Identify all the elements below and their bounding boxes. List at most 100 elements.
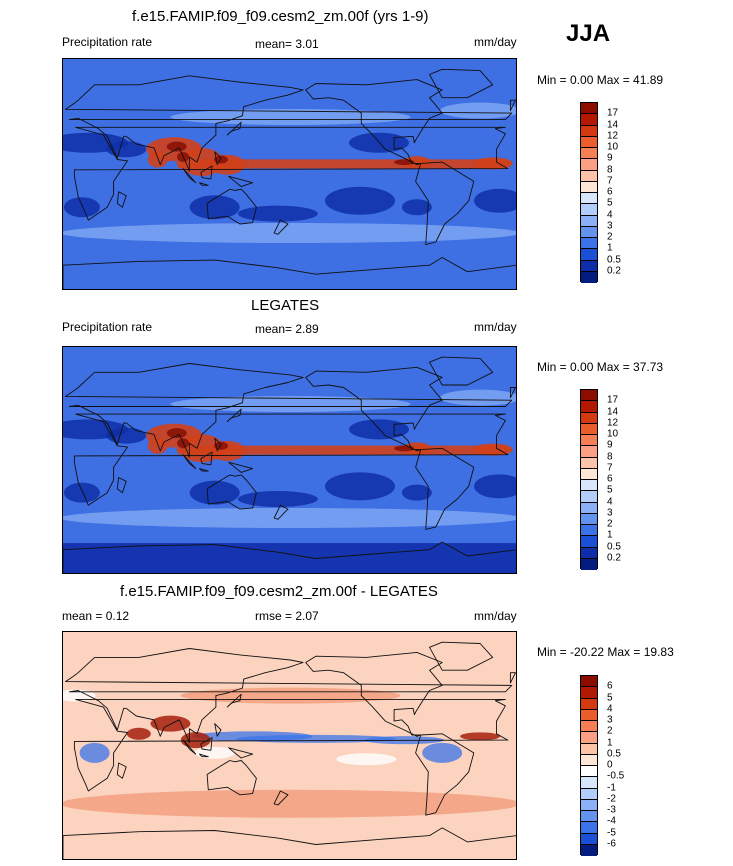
colorbar-swatch <box>581 480 597 492</box>
colorbar-tick-label: 17 <box>607 107 619 119</box>
coastline <box>415 161 475 246</box>
coastline <box>509 99 516 112</box>
colorbar-tick-label: -4 <box>607 815 616 827</box>
field-blob <box>189 195 240 220</box>
colorbar-swatch <box>581 822 597 834</box>
coastline <box>65 75 513 172</box>
colorbar-tick-label: -6 <box>607 838 616 850</box>
panel-3-difference-map <box>62 631 517 860</box>
colorbar-swatch <box>581 754 597 766</box>
colorbar-swatch <box>581 193 597 205</box>
colorbar-tick-label: 2 <box>607 518 613 530</box>
field-blob <box>147 437 168 454</box>
field-blob <box>63 223 516 243</box>
panel-2-colorbar <box>580 389 598 570</box>
colorbar-swatch <box>581 788 597 800</box>
colorbar-swatch <box>581 766 597 778</box>
colorbar-tick-label: 6 <box>607 680 613 692</box>
field-blob <box>237 205 318 222</box>
coastline <box>63 257 516 289</box>
coastline <box>63 827 516 859</box>
colorbar-swatch <box>581 271 597 283</box>
field-blob <box>63 197 100 218</box>
colorbar-tick-label: 9 <box>607 439 613 451</box>
colorbar-tick-label: -2 <box>607 793 616 805</box>
colorbar-swatch <box>581 159 597 171</box>
colorbar-swatch <box>581 468 597 480</box>
coastline <box>116 477 127 494</box>
coastline <box>116 762 127 779</box>
colorbar-swatch <box>581 446 597 458</box>
coastline <box>415 447 475 530</box>
panel-2-variable-label: Precipitation rate <box>62 320 153 334</box>
colorbar-tick-label: 1 <box>607 529 613 541</box>
field-blob <box>440 389 516 406</box>
coastline <box>214 723 222 737</box>
coastline <box>206 760 257 796</box>
colorbar-tick-label: 3 <box>607 714 613 726</box>
panel-3-title: f.e15.FAMIP.f09_f09.cesm2_zm.00f - LEGAT… <box>120 583 438 600</box>
colorbar-tick-label: -1 <box>607 782 616 793</box>
colorbar-tick-label: 5 <box>607 692 613 703</box>
field-blob <box>460 732 501 741</box>
panel-3-minmax-label: Min = -20.22 Max = 19.83 <box>537 645 674 659</box>
coastline <box>226 693 242 708</box>
colorbar-swatch <box>581 811 597 823</box>
colorbar-swatch <box>581 558 597 570</box>
field-blob <box>63 508 516 528</box>
colorbar-swatch <box>581 226 597 238</box>
coastline <box>206 188 257 225</box>
panel-3-map-svg <box>63 632 516 859</box>
field-blob <box>325 186 396 215</box>
colorbar-swatch <box>581 103 597 115</box>
panel-3-colorbar <box>580 675 598 856</box>
field-blob <box>474 188 516 213</box>
colorbar-swatch <box>581 170 597 182</box>
panel-2-mean-label: mean= 2.89 <box>255 322 319 336</box>
coastline <box>305 651 443 737</box>
field-blob <box>106 141 147 158</box>
coastline <box>415 733 475 816</box>
colorbar-swatch <box>581 423 597 435</box>
colorbar-tick-label: -0.5 <box>607 770 625 782</box>
field-blob <box>213 441 228 450</box>
field-blob <box>79 742 110 763</box>
coastline <box>73 126 509 221</box>
colorbar-swatch <box>581 181 597 193</box>
colorbar-tick-label: 14 <box>607 406 619 417</box>
colorbar-tick-label: 14 <box>607 119 619 130</box>
panel-1-precipitation-map <box>62 58 517 290</box>
colorbar-tick-label: 0.2 <box>607 265 621 277</box>
panel-2-units-label: mm/day <box>474 320 517 334</box>
colorbar-tick-label: 0 <box>607 759 613 771</box>
season-label: JJA <box>566 20 611 47</box>
colorbar-tick-label: 4 <box>607 209 613 220</box>
colorbar-swatch <box>581 435 597 447</box>
panel-1-variable-label: Precipitation rate <box>62 35 153 49</box>
colorbar-tick-label: 10 <box>607 141 619 153</box>
coastline <box>116 191 127 208</box>
colorbar-swatch <box>581 502 597 514</box>
colorbar-swatch <box>581 249 597 261</box>
coastline <box>509 387 516 399</box>
coastline <box>228 175 254 188</box>
coastline <box>226 408 242 423</box>
field-blob <box>63 482 100 503</box>
field-blob <box>180 732 211 749</box>
field-blob <box>147 151 168 168</box>
panel-2-precipitation-map <box>62 346 517 574</box>
colorbar-swatch <box>581 125 597 137</box>
panel-1-units-label: mm/day <box>474 35 517 49</box>
colorbar-tick-label: 0.5 <box>607 541 621 552</box>
colorbar-tick-label: 3 <box>607 220 613 232</box>
colorbar-tick-label: 3 <box>607 507 613 519</box>
field-blob <box>440 102 516 119</box>
colorbar-tick-label: 2 <box>607 725 613 737</box>
colorbar-swatch <box>581 457 597 469</box>
coastline <box>228 461 254 473</box>
field-blob <box>422 742 463 763</box>
field-blob <box>106 427 147 444</box>
coastline <box>214 151 222 166</box>
colorbar-swatch <box>581 547 597 559</box>
coastline <box>200 737 213 751</box>
